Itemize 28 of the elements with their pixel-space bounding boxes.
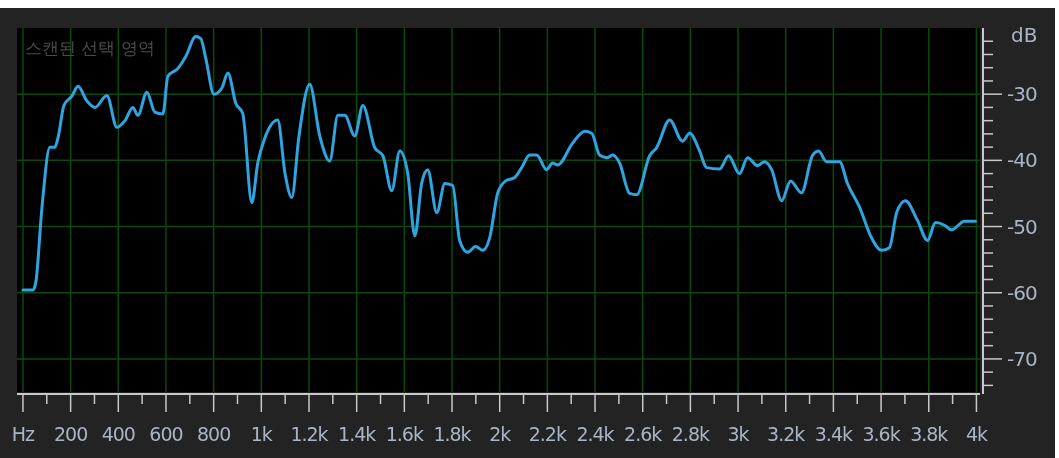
x-tick-label: 400 bbox=[101, 423, 135, 445]
x-tick-label: 1.4k bbox=[338, 423, 377, 445]
x-tick-label: 2.8k bbox=[671, 423, 710, 445]
y-tick-label: -30 bbox=[1007, 82, 1037, 107]
x-tick-label: 3k bbox=[727, 423, 750, 445]
x-tick-label: 800 bbox=[197, 423, 231, 445]
x-tick-label: 3.2k bbox=[767, 423, 806, 445]
x-tick-label: 4k bbox=[965, 423, 988, 445]
x-tick-label: 600 bbox=[149, 423, 183, 445]
x-tick-label: Hz bbox=[11, 423, 36, 445]
x-tick-label: 2k bbox=[489, 423, 512, 445]
y-axis-title: dB bbox=[1011, 23, 1038, 47]
x-tick-label: 200 bbox=[54, 423, 88, 445]
y-tick-label: -50 bbox=[1007, 214, 1037, 239]
y-tick-label: -40 bbox=[1007, 148, 1037, 173]
x-tick-label: 3.6k bbox=[862, 423, 901, 445]
y-tick-label: -70 bbox=[1007, 346, 1037, 371]
x-tick-label: 2.4k bbox=[576, 423, 615, 445]
x-tick-label: 3.4k bbox=[814, 423, 853, 445]
x-tick-label: 1.2k bbox=[290, 423, 329, 445]
x-tick-label: 2.2k bbox=[528, 423, 567, 445]
x-tick-label: 2.6k bbox=[624, 423, 663, 445]
x-tick-label: 1.6k bbox=[385, 423, 424, 445]
x-tick-label: 1.8k bbox=[433, 423, 472, 445]
x-tick-label: 1k bbox=[250, 423, 273, 445]
x-tick-label: 3.8k bbox=[910, 423, 949, 445]
y-tick-label: -60 bbox=[1007, 280, 1037, 305]
line-series bbox=[21, 35, 977, 292]
